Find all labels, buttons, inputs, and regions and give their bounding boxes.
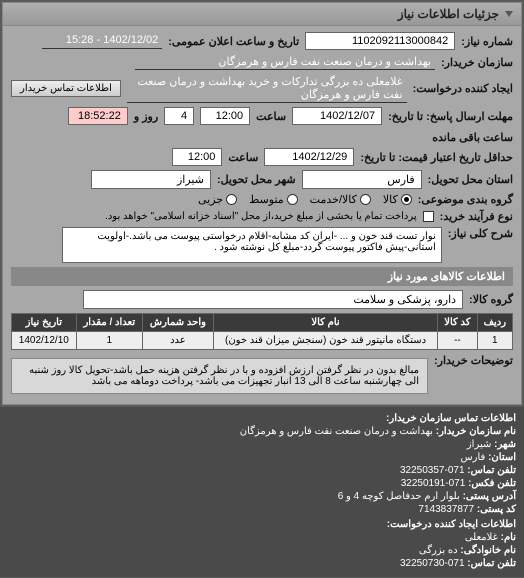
radio-goods[interactable]: کالا bbox=[383, 193, 412, 206]
table-cell: 1 bbox=[477, 332, 512, 350]
table-col-header: واحد شمارش bbox=[142, 314, 213, 332]
days-label: روز و bbox=[134, 110, 158, 123]
contact-buyer-title: اطلاعات تماس سازمان خریدار: bbox=[386, 413, 516, 424]
note-label: توضیحات خریدار: bbox=[434, 354, 513, 367]
deadline-time: 12:00 bbox=[200, 107, 250, 125]
table-row: 1--دستگاه مانیتور قند خون (سنجش میزان قن… bbox=[12, 332, 513, 350]
contact-requester-title: اطلاعات ایجاد کننده درخواست: bbox=[387, 519, 516, 530]
city-value: شیراز bbox=[91, 170, 211, 189]
table-header-row: ردیفکد کالانام کالاواحد شمارشتعداد / مقد… bbox=[12, 314, 513, 332]
goods-section-title: اطلاعات کالاهای مورد نیاز bbox=[11, 267, 513, 286]
contact-buyer-section: اطلاعات تماس سازمان خریدار: نام سازمان خ… bbox=[0, 407, 524, 577]
table-col-header: ردیف bbox=[477, 314, 512, 332]
time-label-2: ساعت bbox=[228, 151, 258, 164]
radio-dot-icon bbox=[401, 194, 412, 205]
province-value: فارس bbox=[302, 170, 422, 189]
province-label: استان محل تحویل: bbox=[428, 173, 513, 186]
table-cell: عدد bbox=[142, 332, 213, 350]
note-text: مبالغ بدون در نظر گرفتن ارزش افزوده و با… bbox=[11, 358, 428, 394]
table-col-header: نام کالا bbox=[213, 314, 437, 332]
radio-dot-icon bbox=[287, 194, 298, 205]
goods-group-value: دارو، پزشکی و سلامت bbox=[83, 290, 463, 309]
table-cell: 1402/12/10 bbox=[12, 332, 77, 350]
contact-buyer-button[interactable]: اطلاعات تماس خریدار bbox=[11, 80, 121, 97]
panel-title: جزئیات اطلاعات نیاز bbox=[398, 7, 499, 21]
table-col-header: کد کالا bbox=[438, 314, 477, 332]
validity-label: حداقل تاریخ اعتبار قیمت: تا تاریخ: bbox=[360, 151, 513, 164]
group-radio-group: کالا کالا/خدمت متوسط جزیی bbox=[198, 193, 412, 206]
buyer-label: سازمان خریدار: bbox=[441, 56, 513, 69]
deadline-send-label: مهلت ارسال پاسخ: تا تاریخ: bbox=[388, 110, 513, 123]
details-panel: جزئیات اطلاعات نیاز شماره نیاز: 11020921… bbox=[2, 2, 522, 405]
panel-body: شماره نیاز: 1102092113000842 تاریخ و ساع… bbox=[3, 26, 521, 404]
table-cell: 1 bbox=[76, 332, 142, 350]
validity-date: 1402/12/29 bbox=[264, 148, 354, 166]
radio-service-goods[interactable]: کالا/خدمت bbox=[310, 193, 371, 206]
radio-all[interactable]: جزیی bbox=[198, 193, 237, 206]
number-value: 1102092113000842 bbox=[305, 32, 455, 50]
remaining-suffix: ساعت باقی مانده bbox=[432, 131, 513, 144]
buy-method-checkbox[interactable] bbox=[423, 211, 434, 222]
hours-remaining: 18:52:22 bbox=[68, 107, 128, 125]
radio-dot-icon bbox=[226, 194, 237, 205]
radio-small[interactable]: متوسط bbox=[249, 193, 298, 206]
table-cell: دستگاه مانیتور قند خون (سنجش میزان قند خ… bbox=[213, 332, 437, 350]
table-col-header: تعداد / مقدار bbox=[76, 314, 142, 332]
desc-text: نوار تست قند خون و ... -ایران کد مشابه-ا… bbox=[62, 227, 442, 263]
buyer-value: بهداشت و درمان صنعت نفت فارس و هرمزگان bbox=[135, 54, 435, 70]
time-label-1: ساعت bbox=[256, 110, 286, 123]
goods-group-label: گروه کالا: bbox=[469, 293, 513, 306]
table-cell: -- bbox=[438, 332, 477, 350]
requester-value: غلامعلی ده بزرگی تدارکات و خرید بهداشت و… bbox=[127, 74, 407, 103]
chevron-down-icon bbox=[505, 11, 513, 17]
table-col-header: تاریخ نیاز bbox=[12, 314, 77, 332]
days-remaining: 4 bbox=[164, 107, 194, 125]
goods-table: ردیفکد کالانام کالاواحد شمارشتعداد / مقد… bbox=[11, 313, 513, 350]
public-datetime-label: تاریخ و ساعت اعلان عمومی: bbox=[168, 35, 299, 48]
buy-method-text: پرداخت تمام یا بخشی از مبلغ خرید،از محل … bbox=[105, 211, 417, 222]
number-label: شماره نیاز: bbox=[461, 35, 513, 48]
deadline-date: 1402/12/07 bbox=[292, 107, 382, 125]
public-datetime-value: 1402/12/02 - 15:28 bbox=[42, 33, 162, 49]
panel-header: جزئیات اطلاعات نیاز bbox=[3, 3, 521, 26]
validity-time: 12:00 bbox=[172, 148, 222, 166]
requester-label: ایجاد کننده درخواست: bbox=[413, 82, 513, 95]
radio-dot-icon bbox=[360, 194, 371, 205]
buy-method-label: نوع فرآیند خرید: bbox=[440, 210, 513, 223]
desc-label: شرح کلی نیاز: bbox=[448, 227, 513, 240]
city-label: شهر محل تحویل: bbox=[217, 173, 296, 186]
group-label: گروه بندی موضوعی: bbox=[418, 193, 513, 206]
